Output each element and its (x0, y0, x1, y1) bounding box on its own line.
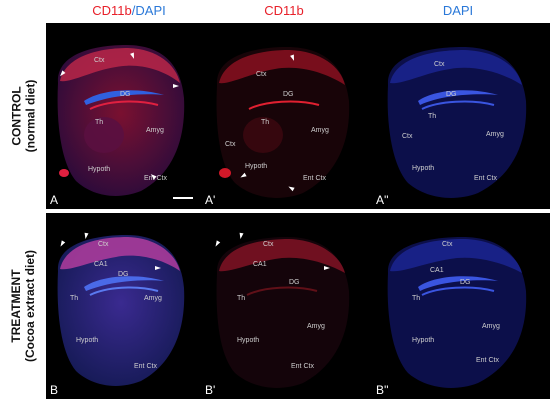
region-label: DG (446, 91, 457, 98)
row-label-treatment-line2: (Cocoa extract diet) (23, 249, 37, 363)
panel-B2-treatment-dapi: Ctx CA1 DG Th Amyg Hypoth Ent Ctx B'' (372, 213, 550, 399)
region-label: Ctx (402, 133, 413, 140)
region-label: DG (289, 279, 300, 286)
region-label: Amyg (146, 127, 164, 134)
region-label: DG (120, 91, 131, 98)
region-label: Hypoth (237, 337, 260, 344)
region-label: DG (118, 271, 129, 278)
panel-letter: A (50, 193, 59, 207)
panel-letter: A' (205, 193, 216, 207)
region-label: Hypoth (88, 166, 111, 173)
region-label: Th (95, 119, 104, 126)
region-label: Th (428, 113, 437, 120)
row-label-treatment-line1: TREATMENT (9, 269, 23, 343)
panel-B-treatment-merge: Ctx CA1 DG Th Amyg Hypoth Ent Ctx B (46, 213, 201, 399)
region-label: Amyg (307, 323, 325, 330)
region-label: CA1 (253, 261, 267, 268)
panel-A-control-merge: Ctx DG Th Amyg Hypoth Ent Ctx A (46, 23, 201, 209)
region-label: Ent Ctx (303, 175, 326, 182)
region-label: Hypoth (245, 163, 268, 170)
row-label-treatment: TREATMENT (Cocoa extract diet) (0, 214, 46, 398)
column-title-cd11b: CD11b (264, 3, 304, 18)
column-title-dapi: DAPI (442, 3, 474, 18)
brain-section-image (57, 235, 185, 386)
title-cd11b: CD11b (92, 3, 132, 18)
region-label: Ctx (225, 141, 236, 148)
row-label-control-line2: (normal diet) (23, 79, 38, 153)
region-label: Ctx (263, 241, 274, 248)
region-label: Th (261, 119, 270, 126)
region-label: CA1 (430, 267, 444, 274)
scale-bar (173, 197, 193, 199)
region-label: Amyg (311, 127, 329, 134)
panel-A2-control-dapi: Ctx DG Th Ctx Amyg Hypoth Ent Ctx A'' (372, 23, 550, 209)
region-label: Ent Ctx (144, 175, 167, 182)
region-label: Ctx (256, 71, 267, 78)
region-label: Ctx (94, 57, 105, 64)
region-label: Hypoth (412, 337, 435, 344)
panel-letter: B (50, 383, 59, 397)
row-label-control-line1: CONTROL (9, 86, 24, 146)
panel-letter: B' (205, 383, 216, 397)
region-label: Amyg (486, 131, 504, 138)
brain-section-image (216, 47, 350, 198)
region-label: Ent Ctx (291, 363, 314, 370)
region-label: Th (412, 295, 421, 302)
region-label: Amyg (144, 295, 162, 302)
region-label: Hypoth (412, 165, 435, 172)
brain-section-image (57, 45, 185, 196)
panel-letter: A'' (376, 193, 389, 207)
region-label: Ctx (98, 241, 109, 248)
title-separator: / (131, 3, 136, 18)
title-dapi: DAPI (135, 3, 166, 18)
panel-A1-control-cd11b: Ctx DG Th Amyg Ctx Hypoth Ent Ctx A' (201, 23, 372, 209)
panel-B1-treatment-cd11b: Ctx CA1 DG Th Amyg Hypoth Ent Ctx B' (201, 213, 372, 399)
region-label: Ctx (442, 241, 453, 248)
brain-section-image (216, 237, 350, 388)
region-label: Ent Ctx (474, 175, 497, 182)
brain-section-image (387, 47, 527, 198)
region-label: Ctx (434, 61, 445, 68)
column-title-merge: CD11b/DAPI (46, 3, 212, 19)
region-label: DG (283, 91, 294, 98)
region-label: Th (237, 295, 246, 302)
row-label-control: CONTROL (normal diet) (0, 24, 46, 208)
region-label: Amyg (482, 323, 500, 330)
brain-section-image (387, 237, 527, 388)
region-label: Ent Ctx (134, 363, 157, 370)
region-label: Ent Ctx (476, 357, 499, 364)
region-label: Hypoth (76, 337, 99, 344)
region-label: DG (460, 279, 471, 286)
region-label: CA1 (94, 261, 108, 268)
region-label: Th (70, 295, 79, 302)
panel-letter: B'' (376, 383, 389, 397)
